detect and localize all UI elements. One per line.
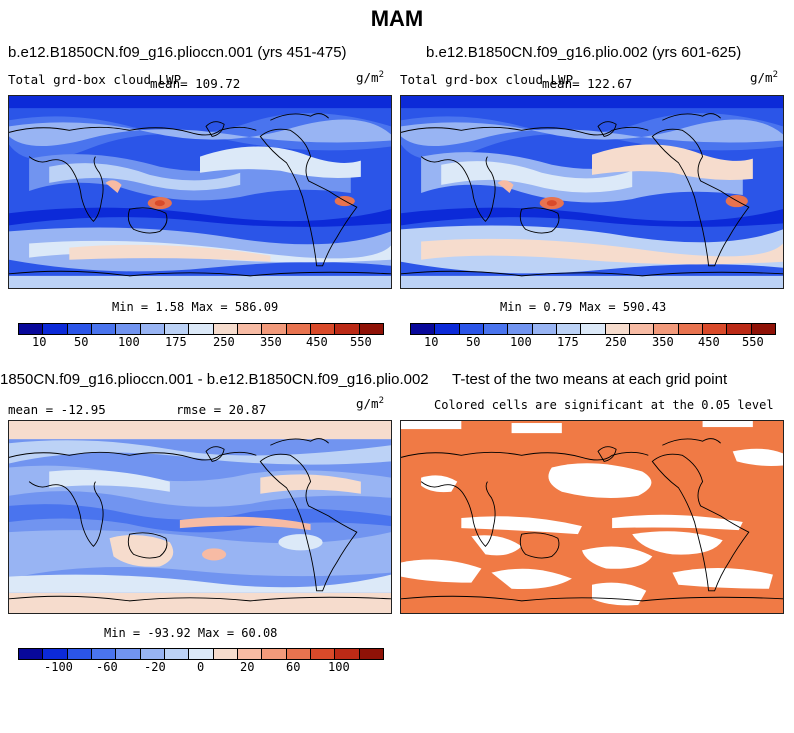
panel2-tick: 50 — [466, 335, 481, 349]
panel3-tick: -60 — [96, 660, 118, 674]
colorbar-swatch — [262, 649, 287, 659]
panel2-colorbar — [410, 323, 776, 335]
panel3-rmse: rmse = 20.87 — [176, 402, 267, 417]
panel2-tick: 250 — [605, 335, 627, 349]
panel1-minmax: Min = 1.58 Max = 586.09 — [112, 300, 279, 314]
panel2-minmax: Min = 0.79 Max = 590.43 — [500, 300, 667, 314]
colorbar-swatch — [483, 324, 509, 334]
panel2-tick: 175 — [557, 335, 579, 349]
colorbar-swatch — [702, 324, 728, 334]
panel4-subtitle: Colored cells are significant at the 0.0… — [434, 398, 774, 412]
panel1-mean: mean= 109.72 — [150, 76, 241, 91]
colorbar-swatch — [116, 649, 141, 659]
panel3-tick: 20 — [240, 660, 255, 674]
figure-title: MAM — [370, 6, 424, 31]
colorbar-swatch — [751, 324, 775, 334]
colorbar-swatch — [335, 649, 360, 659]
panel1-variable-label: Total grd-box cloud LWP — [8, 72, 182, 87]
panel3-tick: -100 — [44, 660, 73, 674]
panel3-minmax: Min = -93.92 Max = 60.08 — [104, 626, 278, 640]
colorbar-swatch — [19, 324, 44, 334]
panel2-tick: 450 — [698, 335, 720, 349]
panel2-tick: 550 — [742, 335, 764, 349]
panel3-mean: mean = -12.95 — [8, 402, 106, 417]
panel1-map-field — [9, 96, 391, 288]
colorbar-swatch — [310, 324, 336, 334]
colorbar-swatch — [286, 649, 311, 659]
colorbar-swatch — [19, 649, 44, 659]
colorbar-swatch — [164, 649, 190, 659]
colorbar-swatch — [310, 649, 336, 659]
panel1-tick: 100 — [118, 335, 140, 349]
panel3-tick: 100 — [328, 660, 350, 674]
panel1-tick: 550 — [350, 335, 372, 349]
colorbar-swatch — [605, 324, 630, 334]
colorbar-swatch — [91, 324, 117, 334]
colorbar-swatch — [508, 324, 533, 334]
panel1-tick: 450 — [306, 335, 328, 349]
panel4-map — [400, 420, 784, 614]
panel2-tick: 10 — [424, 335, 439, 349]
colorbar-swatch — [459, 324, 484, 334]
panel3-units: g/m2 — [356, 396, 384, 412]
colorbar-swatch — [67, 649, 92, 659]
colorbar-swatch — [629, 324, 655, 334]
colorbar-swatch — [581, 324, 606, 334]
panel1-tick: 50 — [74, 335, 89, 349]
colorbar-swatch — [237, 324, 263, 334]
panel2-tick: 100 — [510, 335, 532, 349]
panel1-tick: 250 — [213, 335, 235, 349]
panel2-map-field — [401, 96, 783, 288]
colorbar-swatch — [532, 324, 557, 334]
colorbar-swatch — [335, 324, 360, 334]
panel2-variable-label: Total grd-box cloud LWP — [400, 72, 574, 87]
colorbar-swatch — [91, 649, 117, 659]
colorbar-swatch — [213, 649, 238, 659]
panel3-tick: -20 — [144, 660, 166, 674]
panel1-units: g/m2 — [356, 70, 384, 86]
colorbar-swatch — [189, 649, 214, 659]
panel3-tick: 0 — [197, 660, 205, 674]
panel1-tick: 10 — [32, 335, 47, 349]
panel1-map — [8, 95, 392, 289]
colorbar-swatch — [237, 649, 263, 659]
panel2-units: g/m2 — [750, 70, 778, 86]
colorbar-swatch — [43, 324, 68, 334]
colorbar-swatch — [286, 324, 311, 334]
colorbar-swatch — [678, 324, 703, 334]
panel1-title: b.e12.B1850CN.f09_g16.pliocсn.001 (yrs 4… — [8, 44, 347, 61]
colorbar-swatch — [556, 324, 582, 334]
colorbar-swatch — [359, 324, 383, 334]
panel3-tick: 60 — [286, 660, 301, 674]
colorbar-swatch — [164, 324, 190, 334]
colorbar-swatch — [116, 324, 141, 334]
panel4-title: T-test of the two means at each grid poi… — [452, 371, 728, 388]
panel2-tick: 350 — [652, 335, 674, 349]
panel1-tick: 175 — [165, 335, 187, 349]
colorbar-swatch — [140, 649, 165, 659]
colorbar-swatch — [262, 324, 287, 334]
panel1-tick: 350 — [260, 335, 282, 349]
colorbar-swatch — [654, 324, 679, 334]
panel3-map-field — [9, 421, 391, 613]
panel2-mean: mean= 122.67 — [542, 76, 633, 91]
colorbar-swatch — [411, 324, 436, 334]
colorbar-swatch — [359, 649, 383, 659]
panel1-colorbar — [18, 323, 384, 335]
colorbar-swatch — [435, 324, 460, 334]
colorbar-swatch — [189, 324, 214, 334]
panel3-map — [8, 420, 392, 614]
panel4-map-field — [401, 421, 783, 613]
panel3-colorbar — [18, 648, 384, 660]
panel2-map — [400, 95, 784, 289]
colorbar-swatch — [43, 649, 68, 659]
panel3-title: 1850CN.f09_g16.pliocсn.001 - b.e12.B1850… — [0, 371, 429, 388]
colorbar-swatch — [213, 324, 238, 334]
colorbar-swatch — [140, 324, 165, 334]
colorbar-swatch — [67, 324, 92, 334]
panel2-title: b.e12.B1850CN.f09_g16.plio.002 (yrs 601-… — [426, 44, 742, 61]
colorbar-swatch — [727, 324, 752, 334]
